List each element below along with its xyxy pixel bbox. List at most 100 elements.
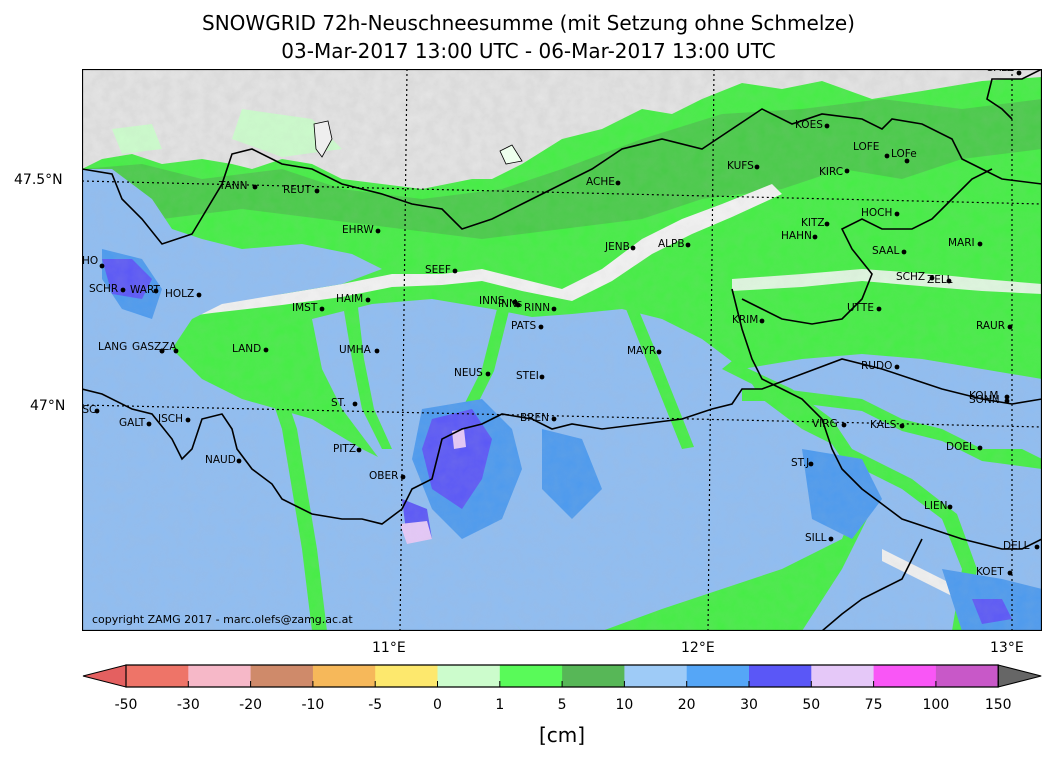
station-label: NAUD (205, 454, 236, 466)
colorbar-segment (686, 665, 750, 687)
station-label: DOEL (946, 441, 975, 453)
station-label: ZELL (927, 274, 953, 286)
station-marker (120, 287, 126, 293)
colorbar-segment (749, 665, 812, 687)
station-label: ISCH (158, 413, 183, 425)
colorbar-tick-label: 75 (864, 697, 883, 713)
station-label: KOET (976, 566, 1004, 578)
station-label: SCHO (82, 255, 98, 267)
station-marker (1004, 398, 1010, 404)
station-label: HAIM (336, 293, 363, 305)
station-marker (615, 180, 621, 186)
station-marker (263, 347, 269, 353)
colorbar-tick-label: 30 (740, 697, 758, 713)
station-label: VIRG (812, 418, 838, 430)
station-label: KITZ (801, 217, 825, 229)
station-label: MAYR (627, 345, 656, 357)
station-label: RINN (524, 302, 550, 314)
station-marker (899, 423, 905, 429)
lon-label-11: 11°E (372, 640, 406, 656)
station-label: LAND (232, 343, 261, 355)
colorbar-tick-label: 10 (615, 697, 634, 713)
station-label: GALT (119, 417, 146, 429)
station-marker (1007, 324, 1013, 330)
station-label: STEI (516, 370, 539, 382)
snow-map: SALZ KOES KUFS LOFE LOFe KIRC ACHE TANN REUT HOCH… (82, 69, 1042, 631)
station-marker (946, 278, 952, 284)
station-marker (947, 504, 953, 510)
station-label: GASZ (132, 341, 161, 353)
station-marker (365, 297, 371, 303)
colorbar-segment (624, 665, 688, 687)
station-label: INNs (498, 298, 522, 310)
station-marker (844, 168, 850, 174)
colorbar-tick-label: 1 (495, 697, 505, 713)
colorbar-tick-label: 50 (802, 697, 821, 713)
station-label: KOLM (969, 390, 999, 402)
station-label: HAHN (781, 230, 812, 242)
lon-label-12: 12°E (681, 640, 715, 656)
colorbar-tick-label: 20 (677, 697, 696, 713)
station-label: EHRW (342, 224, 374, 236)
station-label: SILL (805, 532, 827, 544)
colorbar-segment (312, 665, 376, 687)
colorbar-tick-label: 0 (433, 697, 442, 713)
station-label: ALPB (658, 238, 685, 250)
station-marker (236, 458, 242, 464)
colorbar-segment (437, 665, 501, 687)
station-label: SONN (969, 394, 1000, 406)
station-marker (512, 299, 518, 305)
station-marker (196, 292, 202, 298)
station-marker (551, 416, 557, 422)
colorbar-tick-label: 150 (984, 697, 1012, 713)
colorbar-over-arrow (997, 664, 1042, 688)
station-label: LOFE (853, 141, 879, 153)
colorbar-tick-label: -30 (176, 697, 200, 713)
station-marker (314, 188, 320, 194)
station-marker (400, 474, 406, 480)
station-label: SEEF (425, 264, 451, 276)
station-label: WART (130, 284, 161, 296)
station-marker (99, 263, 105, 269)
station-label: NEUS (454, 367, 483, 379)
station-marker (319, 306, 325, 312)
station-marker (901, 249, 907, 255)
station-label: LIEN (924, 500, 947, 512)
station-label: KUFS (727, 160, 754, 172)
lat-label-47-5: 47.5°N (14, 172, 63, 188)
station-marker (452, 268, 458, 274)
station-label: PATS (511, 320, 536, 332)
station-marker (159, 348, 165, 354)
station-marker (754, 164, 760, 170)
colorbar-tick-label: -5 (368, 697, 383, 713)
colorbar-segment (562, 665, 625, 687)
station-label: LANG (98, 341, 127, 353)
colorbar-segment (250, 665, 314, 687)
station-label: SCHR (89, 283, 118, 295)
colorbar-tick-label: 5 (557, 697, 567, 713)
station-label: LOFe (891, 148, 917, 160)
colorbar (82, 664, 1042, 688)
station-marker (656, 349, 662, 355)
station-marker (374, 348, 380, 354)
station-marker (173, 348, 179, 354)
map-title: SNOWGRID 72h-Neuschneesumme (mit Setzung… (202, 11, 855, 35)
station-label: KALS (870, 419, 897, 431)
colorbar-segment (811, 665, 875, 687)
station-marker (538, 324, 544, 330)
colorbar-under-arrow (82, 664, 127, 688)
station-label: MARI (948, 237, 975, 249)
station-label: UMHA (339, 344, 372, 356)
station-marker (884, 153, 890, 159)
station-marker (876, 306, 882, 312)
colorbar-segment (126, 665, 189, 687)
station-marker (185, 417, 191, 423)
colorbar-tick-label: -50 (114, 697, 138, 713)
station-label: ST. (331, 397, 346, 409)
colorbar-tick-label: -10 (301, 697, 325, 713)
station-label: ACHE (586, 176, 615, 188)
station-marker (841, 422, 847, 428)
colorbar-unit: [cm] (538, 723, 586, 747)
colorbar-tick-label: 100 (922, 697, 950, 713)
station-marker (977, 445, 983, 451)
